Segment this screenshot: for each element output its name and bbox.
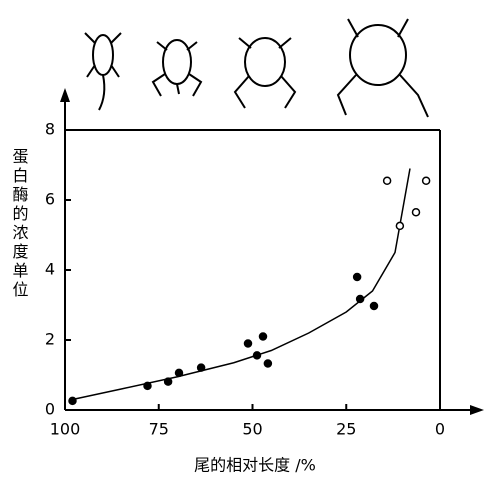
data-point bbox=[354, 274, 361, 281]
x-axis-label: 尾的相对长度 /% bbox=[194, 456, 316, 475]
x-tick-label: 50 bbox=[242, 420, 262, 439]
y-tick-label: 4 bbox=[45, 260, 55, 279]
x-tick-label: 25 bbox=[336, 420, 356, 439]
data-point bbox=[260, 333, 267, 340]
data-point bbox=[198, 364, 205, 371]
data-point bbox=[396, 222, 403, 229]
y-tick-label: 0 bbox=[45, 400, 55, 419]
x-axis-arrow bbox=[470, 405, 484, 415]
y-tick-label: 2 bbox=[45, 330, 55, 349]
data-point bbox=[423, 177, 430, 184]
data-point bbox=[264, 360, 271, 367]
data-point bbox=[245, 340, 252, 347]
x-tick-label: 75 bbox=[149, 420, 169, 439]
chart: 尾的相对长度 /% 蛋白酶的浓度单位 0 2 4 6 8 100 75 50 25 0 bbox=[0, 0, 488, 479]
y-axis-arrow bbox=[60, 88, 70, 102]
data-point bbox=[371, 303, 378, 310]
y-tick-label: 8 bbox=[45, 120, 55, 139]
y-axis-label: 蛋白酶的浓度单位 bbox=[10, 148, 29, 300]
data-point bbox=[144, 382, 151, 389]
y-tick-label: 6 bbox=[45, 190, 55, 209]
data-point bbox=[69, 397, 76, 404]
data-point bbox=[165, 378, 172, 385]
data-point bbox=[413, 209, 420, 216]
data-point bbox=[254, 352, 261, 359]
data-point bbox=[357, 296, 364, 303]
x-tick-label: 0 bbox=[435, 420, 445, 439]
x-tick-label: 100 bbox=[50, 420, 81, 439]
data-point bbox=[384, 177, 391, 184]
frog-illustrations bbox=[85, 19, 428, 117]
fit-curve bbox=[73, 169, 411, 400]
data-point bbox=[176, 369, 183, 376]
